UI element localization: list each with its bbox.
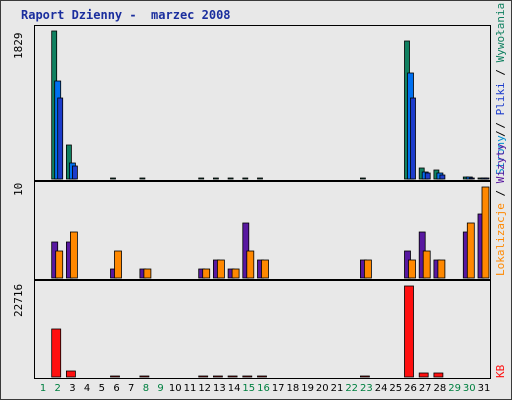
x-tick-label-29: 29: [448, 383, 461, 394]
bar-strony-day-27: [424, 172, 431, 180]
bar-strony-day-30: [468, 177, 475, 180]
x-tick-label-25: 25: [389, 383, 403, 394]
bar-lokalizacje-day-28: [437, 259, 446, 279]
y-max-label-bottom: 22716: [12, 283, 25, 317]
bar-lokalizacje-day-30: [466, 222, 475, 279]
bar-wywo-ania-day-14: [227, 177, 234, 180]
hits-files-pages-panel: [34, 25, 491, 181]
bar-kb-day-26: [404, 285, 414, 378]
bar-lokalizacje-day-3: [70, 231, 78, 279]
bar-strony-day-31: [483, 177, 490, 180]
x-tick-label-9: 9: [157, 383, 164, 394]
x-tick-label-31: 31: [477, 383, 491, 394]
legend-hits: Wywołania: [494, 2, 507, 63]
y-max-label-top: 1829: [12, 32, 25, 60]
x-tick-label-24: 24: [374, 383, 388, 394]
x-tick-label-14: 14: [227, 383, 241, 394]
bar-lokalizacje-day-12: [202, 268, 211, 279]
bar-lokalizacje-day-13: [216, 259, 225, 279]
legend-sep: /: [494, 183, 507, 204]
legend-visits: Wizyty: [494, 143, 507, 184]
y-max-label-middle: 10: [12, 182, 25, 196]
x-tick-label-26: 26: [404, 383, 417, 394]
bar-wywo-ania-day-12: [198, 177, 205, 180]
bar-lokalizacje-day-15: [246, 250, 255, 279]
x-tick-label-17: 17: [271, 383, 285, 394]
bar-kb-day-2: [51, 328, 62, 378]
kb-chart: [51, 285, 444, 378]
bar-wywo-ania-day-6: [110, 177, 116, 180]
x-tick-label-20: 20: [315, 383, 329, 394]
bar-strony-day-26: [410, 97, 416, 180]
x-tick-label-11: 11: [183, 383, 197, 394]
x-tick-label-5: 5: [98, 383, 105, 394]
kb-panel: [34, 280, 491, 379]
x-tick-label-10: 10: [168, 383, 182, 394]
legend-sep: /: [494, 130, 507, 144]
bar-wywo-ania-day-3: [65, 144, 72, 180]
report-title: Raport Dzienny - marzec 2008: [21, 8, 231, 22]
legend-files: Pliki: [494, 82, 507, 116]
bar-lokalizacje-day-6: [114, 250, 122, 279]
x-tick-label-8: 8: [142, 383, 150, 394]
bar-kb-day-14: [227, 375, 238, 378]
x-tick-label-15: 15: [242, 383, 256, 394]
bar-lokalizacje-day-16: [261, 259, 269, 279]
bar-strony-day-28: [439, 174, 446, 180]
x-tick-label-19: 19: [301, 383, 314, 394]
bar-kb-day-15: [242, 375, 253, 378]
bar-lokalizacje-day-14: [231, 268, 240, 279]
x-tick-label-16: 16: [257, 383, 270, 394]
x-tick-label-1: 1: [39, 383, 47, 394]
bar-strony-day-3: [72, 165, 78, 180]
bar-lokalizacje-day-2: [55, 250, 64, 279]
x-tick-label-3: 3: [69, 383, 76, 394]
bar-wywo-ania-day-16: [257, 177, 263, 180]
x-tick-label-27: 27: [418, 383, 432, 394]
x-axis-labels: 1 2 3 4 5 6 7 8 9 10 11 12 13 14 15 16 17 18 19 20 21 22 23 24 2…: [34, 383, 491, 397]
x-tick-label-22: 22: [345, 383, 359, 394]
x-tick-label-28: 28: [433, 383, 447, 394]
bar-lokalizacje-day-31: [481, 186, 490, 279]
bar-kb-day-8: [139, 375, 150, 378]
x-tick-label-18: 18: [286, 383, 300, 394]
hits-chart: [51, 30, 490, 180]
legend-sites: Lokalizacje: [494, 203, 507, 276]
bar-kb-day-6: [110, 375, 120, 378]
bar-strony-day-2: [57, 97, 64, 180]
x-tick-label-6: 6: [113, 383, 120, 394]
x-tick-label-4: 4: [83, 383, 91, 394]
bar-kb-day-16: [257, 375, 267, 378]
legend-kb: KB: [494, 364, 507, 378]
bar-wizyty-day-15: [242, 222, 250, 279]
x-tick-label-13: 13: [213, 383, 226, 394]
x-tick-label-30: 30: [462, 383, 476, 394]
bar-wywo-ania-day-8: [139, 177, 146, 180]
bar-kb-day-13: [212, 375, 223, 378]
bar-lokalizacje-day-26: [408, 259, 416, 279]
legend-bottom-group: KB: [494, 365, 507, 378]
legend-sep: /: [494, 62, 507, 83]
bar-wywo-ania-day-13: [212, 177, 219, 180]
x-tick-label-21: 21: [330, 383, 344, 394]
bar-lokalizacje-day-8: [143, 268, 152, 279]
x-tick-label-7: 7: [128, 383, 135, 394]
bar-kb-day-28: [433, 372, 444, 378]
x-tick-label-2: 2: [54, 383, 61, 394]
legend-middle-group: Lokalizacje / Wizyty /: [494, 130, 507, 276]
bar-wywo-ania-day-15: [242, 177, 249, 180]
x-tick-label-12: 12: [198, 383, 212, 394]
visits-sites-panel: [34, 181, 491, 280]
bar-kb-day-3: [65, 370, 76, 378]
visits-chart: [51, 186, 490, 279]
bar-lokalizacje-day-23: [363, 259, 372, 279]
bar-lokalizacje-day-27: [422, 250, 431, 279]
vertical-legend: Strony / Pliki / Wywołania Lokalizacje /…: [494, 3, 512, 379]
bar-kb-day-12: [198, 375, 209, 378]
bar-kb-day-27: [418, 372, 429, 378]
x-tick-label-23: 23: [360, 383, 373, 394]
bar-kb-day-23: [359, 375, 370, 378]
bar-wywo-ania-day-23: [359, 177, 366, 180]
